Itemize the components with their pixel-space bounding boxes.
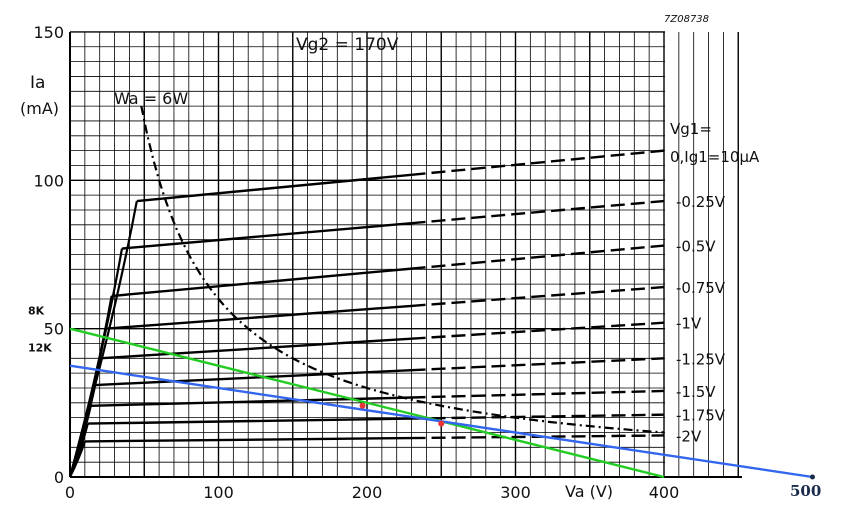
curve-dashed [411, 321, 665, 340]
tick-labels: 0 100 200 300 400 0 50 100 150 [33, 23, 679, 502]
curve-solid [99, 337, 412, 360]
curve-label: -0.25V [676, 193, 726, 211]
load-line-label: 12K [28, 342, 52, 355]
curve-dashed [411, 199, 665, 225]
curve-solid [121, 221, 412, 250]
y-axis-label: Ia [30, 73, 45, 93]
condition-label: Vg2 = 170V [296, 35, 399, 55]
curve-label: -1.5V [676, 383, 716, 401]
curve-solid [95, 368, 412, 387]
curve-dashed [411, 244, 665, 270]
load-line [69, 327, 665, 479]
y-tick-label: 0 [54, 468, 64, 487]
curve-label: -0.75V [676, 279, 726, 297]
curve-dashed [411, 149, 665, 176]
curve-solid [90, 396, 412, 407]
axes [69, 32, 742, 478]
x-axis-label: Va (V) [565, 482, 613, 501]
load-line-end-marker [810, 474, 815, 480]
operating-point [359, 402, 366, 409]
curve-rise [69, 441, 86, 478]
x-tick-label: 200 [352, 483, 383, 502]
y-tick-label: 150 [33, 23, 64, 42]
param-header-2: 0,Ig1=10μA [670, 148, 760, 166]
x-tick-label: 400 [649, 483, 680, 502]
curve-label: -1V [676, 315, 702, 333]
curve-dashed [411, 285, 665, 308]
curve-label: -0.5V [676, 238, 716, 256]
x-tick-label: 100 [203, 483, 234, 502]
param-header-1: Vg1= [670, 120, 712, 138]
labels: -0.25V -0.5V -0.75V -1V -1.25V -1.5V -1.75V -2V [676, 193, 726, 445]
chart-code: 7Z08738 [664, 14, 709, 25]
curve-label: -2V [676, 427, 702, 445]
curve-rise [68, 295, 113, 478]
operating-point [438, 420, 445, 427]
curve-dashed [411, 413, 665, 420]
curves [68, 149, 665, 478]
curve-dashed [411, 357, 665, 372]
dissipation-line [140, 105, 665, 434]
y-axis-unit: (mA) [20, 99, 59, 118]
dissipation-curve [140, 105, 665, 434]
x-tick-label: 0 [65, 483, 75, 502]
curve-solid [84, 436, 412, 443]
curve-solid [105, 304, 412, 330]
load-line-label: 8K [28, 305, 45, 318]
curve-label: -1.25V [676, 350, 726, 368]
load-lines: 8K 12K [28, 305, 815, 480]
curve-solid [111, 267, 412, 298]
curve-solid [136, 173, 412, 203]
x-tick-label: 300 [500, 483, 531, 502]
load-line-end-label: 500 [790, 482, 821, 500]
dissipation-label: Wa = 6W [114, 89, 188, 108]
y-tick-label: 50 [44, 320, 64, 339]
curve-dashed [411, 389, 665, 399]
curve-solid [87, 417, 412, 425]
y-tick-label: 100 [33, 171, 64, 190]
curve-label: -1.75V [676, 407, 726, 425]
